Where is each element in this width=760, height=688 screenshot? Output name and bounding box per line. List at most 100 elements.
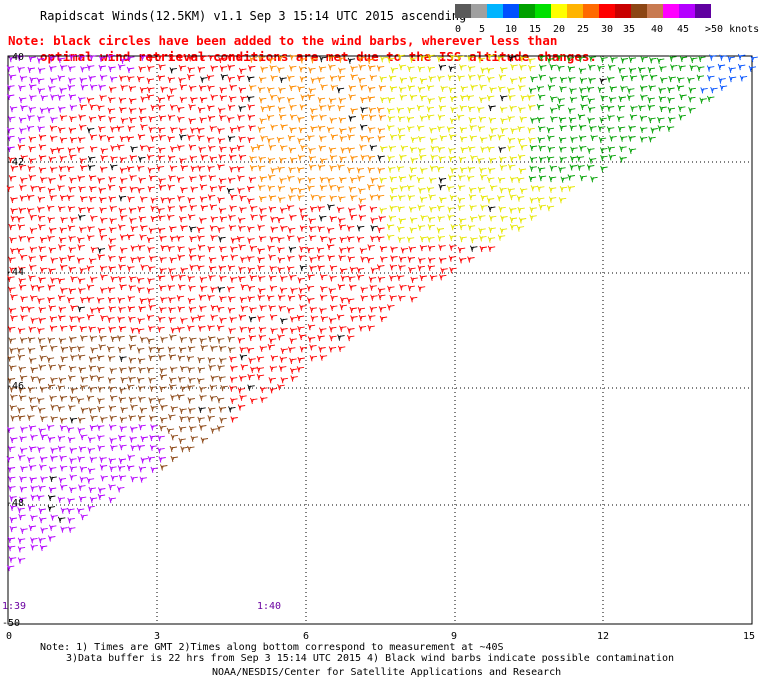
wind-barb: [210, 345, 218, 352]
wind-barb: [308, 67, 316, 74]
wind-barb: [200, 154, 208, 161]
lat-label-46: -46: [6, 381, 25, 392]
wind-barb: [187, 366, 195, 373]
wind-barb: [210, 234, 218, 241]
wind-barb: [17, 327, 26, 334]
wind-barb: [537, 136, 545, 144]
wind-barb: [157, 214, 166, 222]
wind-barb: [159, 385, 167, 393]
wind-barb: [117, 63, 126, 71]
wind-barb: [79, 476, 87, 483]
wind-barb: [247, 237, 255, 244]
wind-barb: [449, 266, 457, 274]
wind-barb: [17, 354, 25, 361]
wind-barb: [640, 94, 648, 101]
wind-barb: [50, 455, 58, 462]
wind-barb: [319, 176, 328, 183]
wind-barb: [18, 277, 26, 285]
wind-barb: [517, 137, 525, 145]
wind-barb: [266, 86, 275, 94]
wind-barb: [529, 165, 537, 172]
wind-barb: [69, 457, 77, 464]
wind-barb: [346, 297, 355, 305]
wind-barb: [46, 106, 55, 114]
wind-barb: [486, 197, 495, 204]
wind-barb: [78, 185, 86, 193]
wind-barb: [367, 155, 376, 162]
wind-barb: [237, 387, 246, 394]
wind-barb: [130, 225, 138, 232]
wind-barb: [296, 314, 305, 322]
wind-barb: [546, 57, 555, 64]
wind-barb: [220, 73, 229, 81]
wind-barb: [146, 65, 155, 72]
wind-barb: [38, 245, 46, 253]
wind-barb: [150, 104, 158, 111]
wind-barb: [236, 235, 245, 243]
wind-barb: [386, 107, 395, 115]
wind-barb: [267, 185, 275, 192]
wind-barb: [196, 127, 205, 134]
wind-barb: [659, 76, 668, 84]
wind-barb: [648, 84, 656, 92]
wind-barb: [187, 297, 196, 305]
wind-barb: [126, 165, 135, 173]
wind-barb: [678, 114, 686, 121]
wind-barb: [339, 236, 347, 244]
wind-barb: [19, 75, 28, 82]
wind-barb: [478, 96, 487, 103]
wind-barb: [126, 383, 135, 391]
wind-barb: [210, 375, 218, 382]
wind-barb: [49, 77, 58, 84]
wind-barb: [628, 56, 637, 63]
wind-barb: [400, 145, 409, 152]
wind-barb: [507, 163, 516, 171]
wind-barb: [167, 155, 176, 162]
wind-barb: [236, 53, 245, 61]
wind-barb: [167, 76, 176, 84]
wind-barb: [669, 55, 677, 62]
wind-barb: [129, 217, 137, 224]
wind-barb: [549, 63, 557, 71]
wind-barb: [419, 77, 428, 85]
wind-barb: [299, 76, 308, 83]
wind-barb: [79, 195, 88, 203]
wind-barb: [138, 366, 146, 374]
wind-barb: [489, 127, 498, 134]
wind-barb: [586, 86, 595, 93]
wind-barb: [147, 277, 155, 284]
wind-barb: [507, 115, 515, 122]
wind-barb: [617, 125, 626, 133]
wind-barb: [78, 495, 87, 503]
wind-barb: [6, 456, 15, 463]
wind-barb: [29, 76, 37, 84]
wind-barb: [19, 435, 27, 443]
wind-barb: [30, 185, 38, 192]
wind-barb: [457, 184, 466, 191]
wind-barb: [399, 77, 408, 84]
wind-barb: [59, 256, 67, 264]
wind-barb: [427, 245, 436, 252]
wind-barb: [409, 296, 418, 303]
wind-barb: [417, 224, 426, 231]
wind-barb: [247, 373, 255, 381]
wind-barb: [110, 145, 118, 152]
wind-barb: [329, 195, 337, 202]
wind-barb: [218, 357, 227, 364]
wind-barb: [237, 187, 245, 194]
wind-barb: [146, 236, 155, 244]
wind-barb: [408, 246, 416, 253]
wind-barb: [180, 164, 188, 172]
wind-barb: [269, 265, 277, 272]
wind-barb: [108, 65, 116, 73]
wind-barb: [68, 374, 76, 382]
wind-barb: [440, 85, 448, 92]
wind-barb: [188, 254, 197, 261]
wind-barb: [268, 254, 276, 261]
wind-barb: [146, 93, 155, 101]
wind-barb: [28, 174, 36, 181]
wind-barb: [277, 106, 286, 113]
wind-barb: [179, 157, 187, 164]
wind-barb: [547, 84, 556, 91]
wind-barb: [228, 154, 237, 161]
